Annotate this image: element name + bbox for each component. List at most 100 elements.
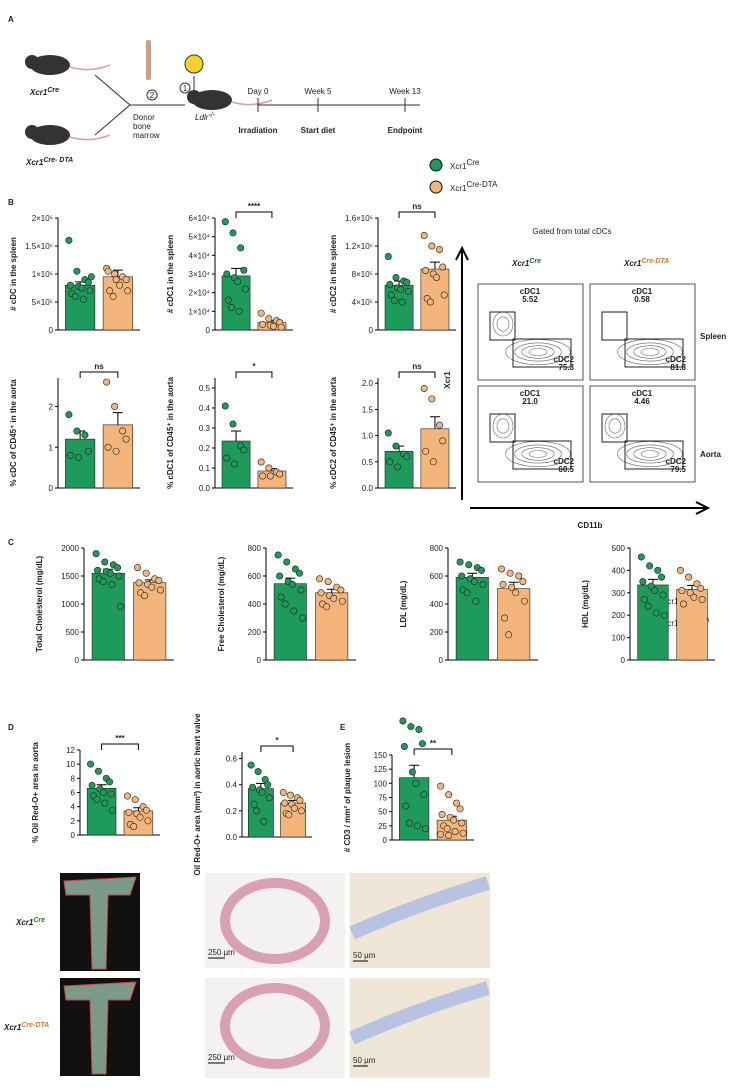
flow-column-sup: Cre xyxy=(529,258,541,265)
image-row-label-main: Xcr1 xyxy=(15,918,34,927)
y-tick-label: 400 xyxy=(248,600,262,609)
legend-label: Xcr1Cre-DTA xyxy=(450,180,498,194)
gate xyxy=(624,440,684,470)
data-point xyxy=(73,427,81,435)
data-point xyxy=(400,742,408,750)
data-point xyxy=(94,566,102,574)
timeline-time: Week 5 xyxy=(305,87,333,96)
data-point xyxy=(506,569,514,577)
data-point xyxy=(661,611,669,619)
significance-bracket xyxy=(398,371,436,378)
timeline-event: Irradiation xyxy=(238,126,277,135)
gate-value: 60.5 xyxy=(558,465,574,474)
y-axis-label: % cDC2 of CD45⁺ in the aorta xyxy=(329,377,338,489)
scale-label: 250 µm xyxy=(208,1053,235,1062)
y-tick-label: 1.6×10⁶ xyxy=(345,214,373,223)
y-axis-label: % cDC1 of CD45⁺ in the aorta xyxy=(166,377,175,489)
y-tick-label: 5×10⁵ xyxy=(32,298,53,307)
data-point xyxy=(439,263,447,271)
data-point xyxy=(458,819,466,827)
data-point xyxy=(101,558,109,566)
bar xyxy=(65,438,96,489)
data-point xyxy=(141,592,149,600)
panel-letter: C xyxy=(8,538,14,547)
data-point xyxy=(654,566,662,574)
data-point xyxy=(459,829,467,837)
y-tick-label: 200 xyxy=(430,628,444,637)
error-bar xyxy=(429,416,440,429)
data-point xyxy=(453,799,461,807)
data-point xyxy=(439,437,447,445)
contour xyxy=(633,447,667,461)
data-point xyxy=(390,297,398,305)
flow-row: Spleen xyxy=(700,332,726,341)
data-point xyxy=(277,323,285,331)
contour xyxy=(528,450,548,458)
data-point xyxy=(106,778,114,786)
data-point xyxy=(418,740,426,748)
data-point xyxy=(690,593,698,601)
data-point xyxy=(131,796,139,804)
data-point xyxy=(298,614,306,622)
significance-bracket xyxy=(260,745,294,752)
data-point xyxy=(103,378,111,386)
data-point xyxy=(265,315,273,323)
y-tick-label: 0 xyxy=(439,656,444,665)
legend-label-main: Xcr1 xyxy=(450,162,467,171)
gate-label: cDC1 xyxy=(520,389,541,398)
data-point xyxy=(646,562,654,570)
data-point xyxy=(317,589,325,597)
data-point xyxy=(257,458,265,466)
data-point xyxy=(124,287,132,295)
data-point xyxy=(109,806,117,814)
y-tick-label: 0.0 xyxy=(362,484,374,493)
data-point xyxy=(229,420,237,428)
data-point xyxy=(297,586,305,594)
donor-label: bone xyxy=(133,122,151,131)
data-point xyxy=(130,822,138,830)
recipient-label-sup: -/- xyxy=(208,112,215,119)
data-point xyxy=(392,442,400,450)
significance-bracket xyxy=(101,743,139,750)
aorta-tissue xyxy=(63,876,137,970)
data-point xyxy=(99,578,107,586)
contour xyxy=(626,342,674,362)
data-point xyxy=(266,472,274,480)
flow-title: Gated from total cDCs xyxy=(532,227,611,236)
y-tick-label: 0 xyxy=(383,836,388,845)
data-point xyxy=(477,566,485,574)
data-point xyxy=(122,435,130,443)
data-point xyxy=(429,458,437,466)
data-point xyxy=(223,454,231,462)
data-point xyxy=(450,816,458,824)
panel-letter: E xyxy=(340,723,346,732)
data-point xyxy=(323,603,331,611)
y-tick-label: 200 xyxy=(248,628,262,637)
y-axis-label: # cDC2 in the spleen xyxy=(329,235,338,313)
step-label: 1 xyxy=(183,84,188,93)
data-point xyxy=(224,296,232,304)
y-tick-label: 1000 xyxy=(61,600,79,609)
data-point xyxy=(221,218,229,226)
y-tick-label: 0 xyxy=(369,326,374,335)
contour xyxy=(640,348,660,356)
data-point xyxy=(111,403,119,411)
bar xyxy=(91,572,125,661)
data-point xyxy=(276,470,284,478)
y-tick-label: 8×10⁵ xyxy=(352,270,373,279)
gate xyxy=(601,413,628,443)
data-point xyxy=(240,446,248,454)
y-tick-label: 800 xyxy=(430,544,444,553)
y-tick-label: 100 xyxy=(612,634,626,643)
data-point xyxy=(515,572,523,580)
data-point xyxy=(258,789,266,797)
y-tick-label: 0.2 xyxy=(226,807,238,816)
y-tick-label: 8 xyxy=(71,774,76,783)
aorta-tissue xyxy=(63,981,137,1075)
data-point xyxy=(288,580,296,588)
mouse-head xyxy=(25,55,39,69)
bar xyxy=(102,424,133,489)
bar xyxy=(420,428,450,489)
donor-label: Donor xyxy=(133,113,155,122)
mouse-label-sup: Cre xyxy=(47,87,59,94)
